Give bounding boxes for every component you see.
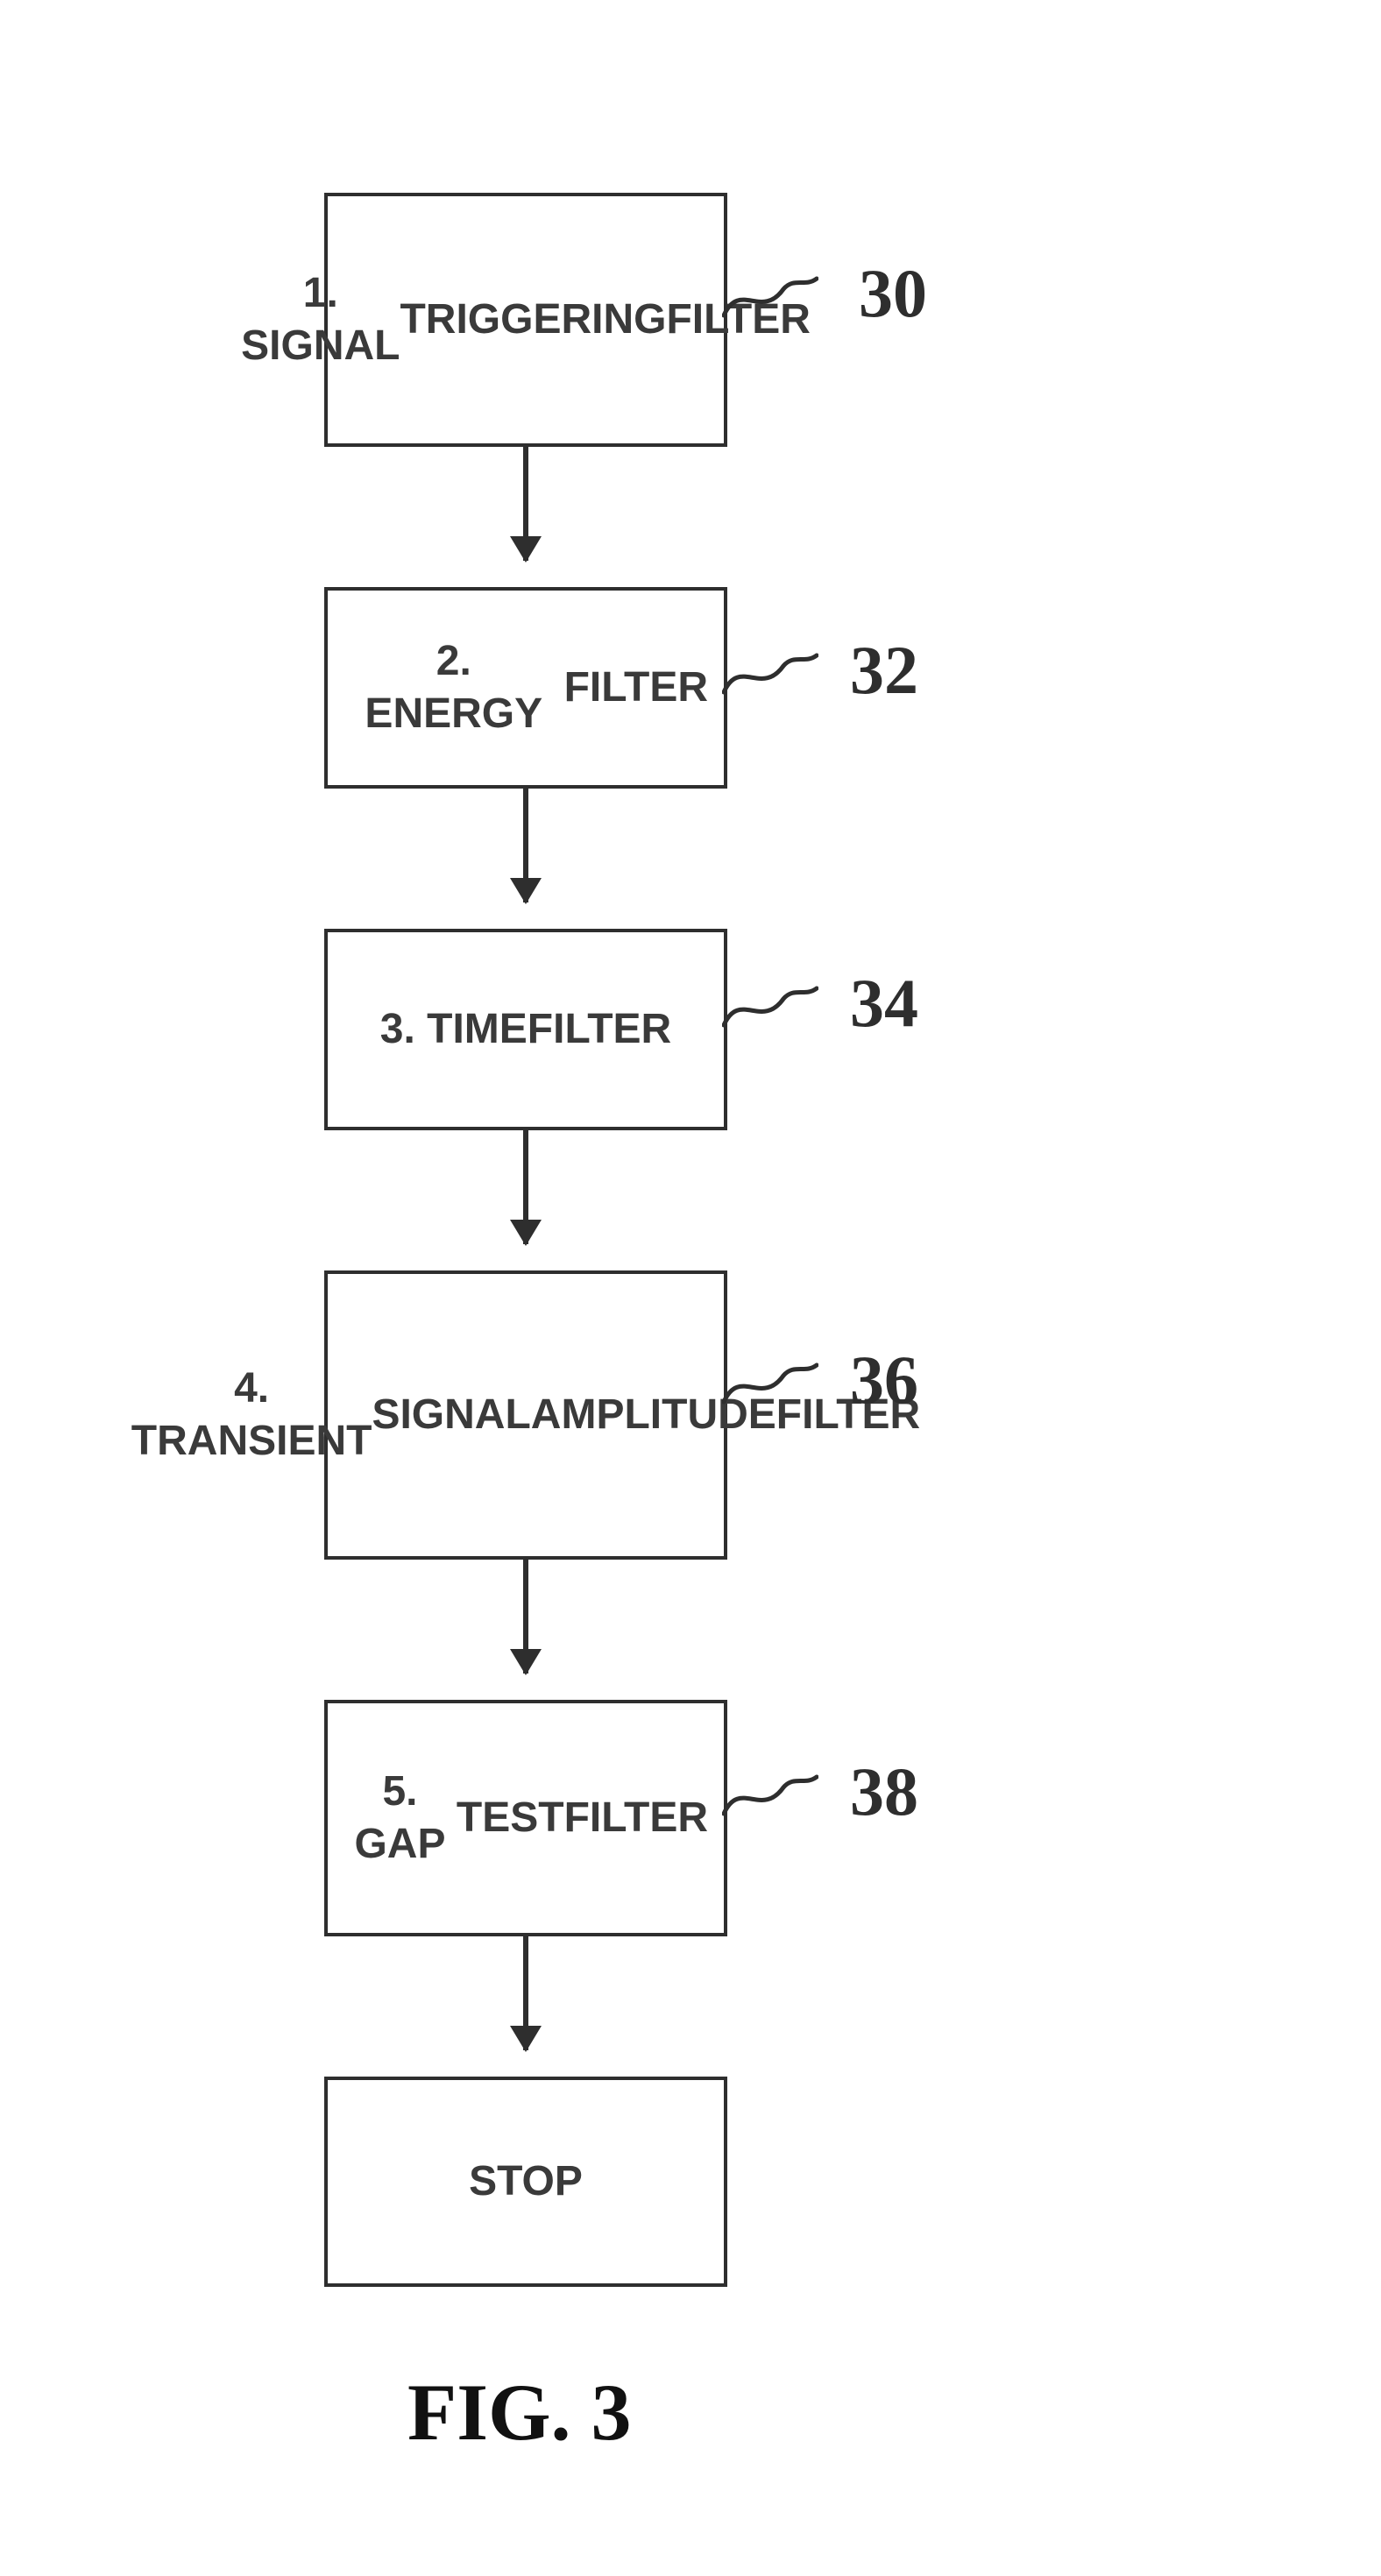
flow-step-label: 1. SIGNAL: [241, 267, 400, 372]
flow-step-label: FILTER: [564, 662, 708, 714]
flow-step-3: 3. TIMEFILTER: [324, 929, 727, 1130]
flow-step-label: 2. ENERGY: [343, 635, 564, 740]
flow-step-label: 5. GAP: [343, 1766, 457, 1871]
flow-step-1: 1. SIGNALTRIGGERINGFILTER: [324, 193, 727, 447]
ref-numeral: 34: [850, 964, 918, 1043]
ref-numeral: 38: [850, 1752, 918, 1831]
flow-step-6: STOP: [324, 2077, 727, 2287]
flow-step-4: 4. TRANSIENTSIGNALAMPLITUDEFILTER: [324, 1270, 727, 1560]
flow-step-label: FILTER: [564, 1792, 708, 1844]
flow-step-label: STOP: [469, 2155, 583, 2208]
flow-step-label: 4. TRANSIENT: [131, 1362, 372, 1468]
flow-step-5: 5. GAPTESTFILTER: [324, 1700, 727, 1936]
flow-arrow: [523, 789, 528, 902]
flow-arrow: [523, 447, 528, 561]
flow-arrow: [523, 1936, 528, 2050]
flow-step-label: TRIGGERING: [400, 294, 666, 346]
flow-step-label: TEST: [457, 1792, 564, 1844]
flow-step-2: 2. ENERGYFILTER: [324, 587, 727, 789]
flow-step-label: SIGNAL: [372, 1389, 530, 1441]
ref-numeral: 36: [850, 1341, 918, 1419]
ref-numeral: 30: [859, 254, 927, 333]
ref-leader: [722, 1770, 818, 1822]
ref-leader: [722, 981, 818, 1034]
flow-step-label: FILTER: [666, 294, 810, 346]
flow-step-label: 3. TIME: [380, 1003, 528, 1056]
flow-step-label: AMPLITUDE: [531, 1389, 776, 1441]
flow-arrow: [523, 1130, 528, 1244]
ref-leader: [722, 648, 818, 701]
flow-step-label: FILTER: [528, 1003, 671, 1056]
flowchart: 1. SIGNALTRIGGERINGFILTER302. ENERGYFILT…: [315, 193, 736, 2287]
page: 1. SIGNALTRIGGERINGFILTER302. ENERGYFILT…: [0, 0, 1381, 2576]
figure-caption: FIG. 3: [407, 2366, 632, 2459]
flow-arrow: [523, 1560, 528, 1674]
ref-numeral: 32: [850, 631, 918, 710]
